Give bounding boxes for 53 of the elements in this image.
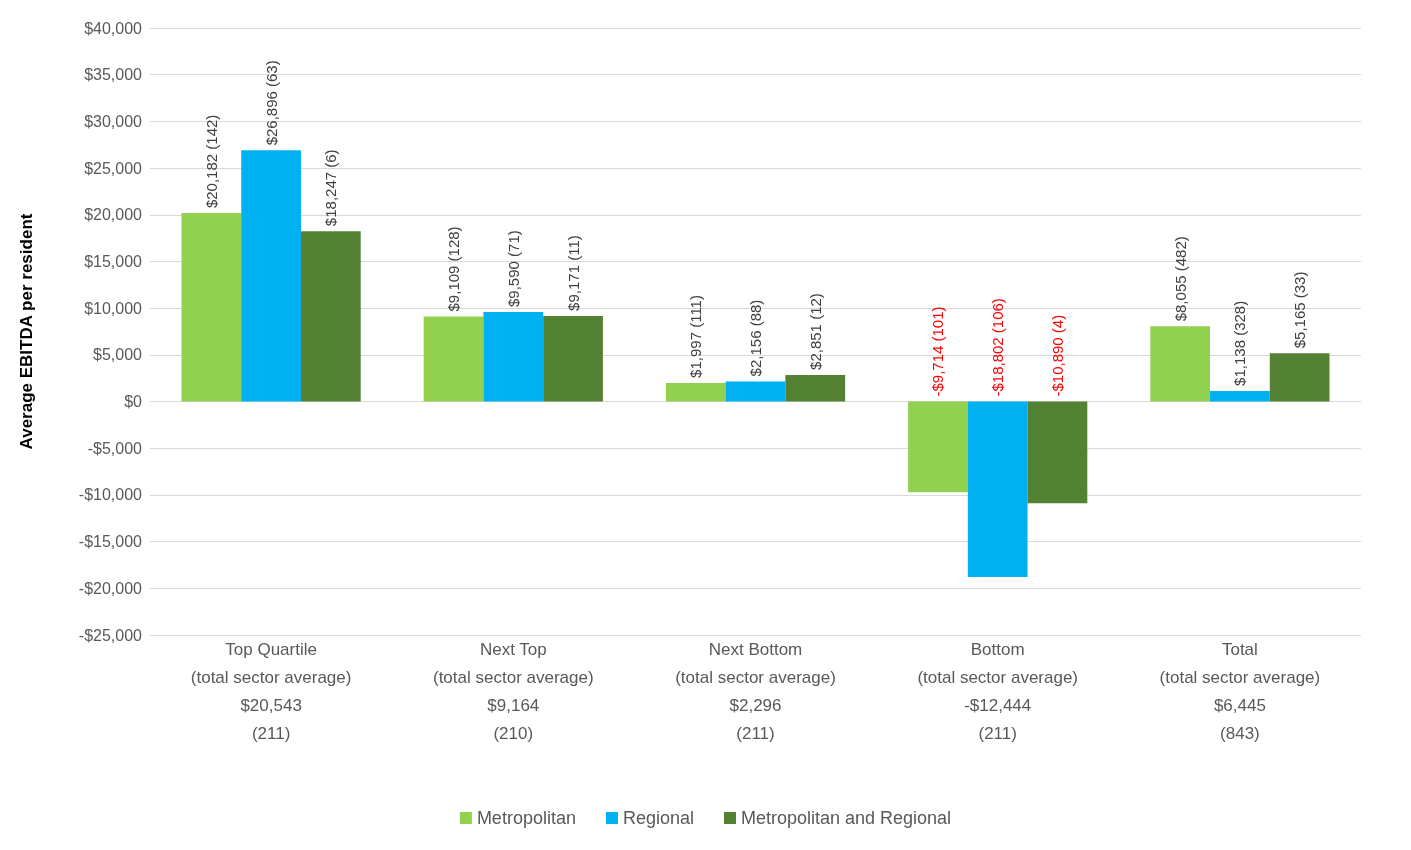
data-label: -$18,802 (106) (989, 298, 1007, 397)
y-tick-label: $15,000 (84, 252, 143, 270)
y-tick-label: -$25,000 (78, 626, 143, 644)
bar (908, 401, 968, 493)
bar (785, 374, 846, 402)
data-label: $9,590 (71) (504, 230, 522, 307)
bar (1150, 326, 1211, 402)
y-tick-label: -$10,000 (78, 486, 143, 504)
y-tick-label: $25,000 (84, 159, 143, 177)
y-tick-label: -$15,000 (78, 533, 143, 551)
data-label: -$9,714 (101) (929, 306, 947, 397)
legend-label: Regional (622, 808, 694, 828)
bar (241, 150, 301, 402)
bar (543, 315, 603, 402)
data-label: $2,156 (88) (747, 299, 764, 377)
data-label: $2,851 (12) (806, 293, 824, 370)
data-label: $26,896 (63) (262, 60, 280, 146)
bar (1269, 353, 1330, 402)
bar (665, 382, 726, 402)
bar (423, 316, 484, 402)
legend-label: Metropolitan (476, 808, 576, 828)
y-axis-title: Average EBITDA per resident (17, 213, 36, 450)
data-label: $1,997 (111) (687, 295, 705, 378)
y-tick-label: $30,000 (84, 112, 143, 130)
data-label: $9,171 (11) (564, 235, 582, 311)
legend-label: Metropolitan and Regional (740, 808, 952, 828)
data-label: -$10,890 (4) (1048, 314, 1066, 397)
bar (483, 311, 544, 402)
y-tick-label: $35,000 (84, 66, 143, 84)
data-label: $9,109 (128) (445, 226, 463, 312)
y-tick-label: -$20,000 (78, 579, 143, 597)
data-label: $20,182 (142) (202, 114, 220, 209)
x-tick-label: Next Top (total sector average) $9,164 (210) (432, 639, 594, 743)
bar (967, 401, 1028, 578)
bar (1210, 390, 1270, 402)
y-tick-label: $5,000 (93, 346, 143, 364)
bar (300, 231, 361, 402)
y-tick-label: $10,000 (84, 299, 143, 317)
x-tick-label: Bottom (total sector average) -$12,444 (211) (917, 639, 1079, 743)
y-tick-label: $40,000 (84, 19, 143, 37)
x-tick-label: Total (total sector average) $6,445 (843) (1159, 639, 1321, 743)
bar (1027, 401, 1088, 504)
data-label: $1,138 (328) (1231, 300, 1249, 386)
x-tick-label: Top Quartile (total sector average) $20,543 (211) (190, 639, 352, 743)
x-tick-label: Next Bottom (total sector average) $2,296 (211) (675, 639, 836, 743)
y-tick-label: $0 (124, 393, 143, 411)
bar (181, 213, 242, 402)
data-label: $8,055 (482) (1171, 236, 1189, 322)
y-tick-label: -$5,000 (87, 439, 143, 457)
y-tick-label: $20,000 (84, 206, 143, 224)
data-label: $5,165 (33) (1291, 271, 1309, 349)
bar (725, 381, 786, 402)
data-label: $18,247 (6) (322, 149, 340, 227)
